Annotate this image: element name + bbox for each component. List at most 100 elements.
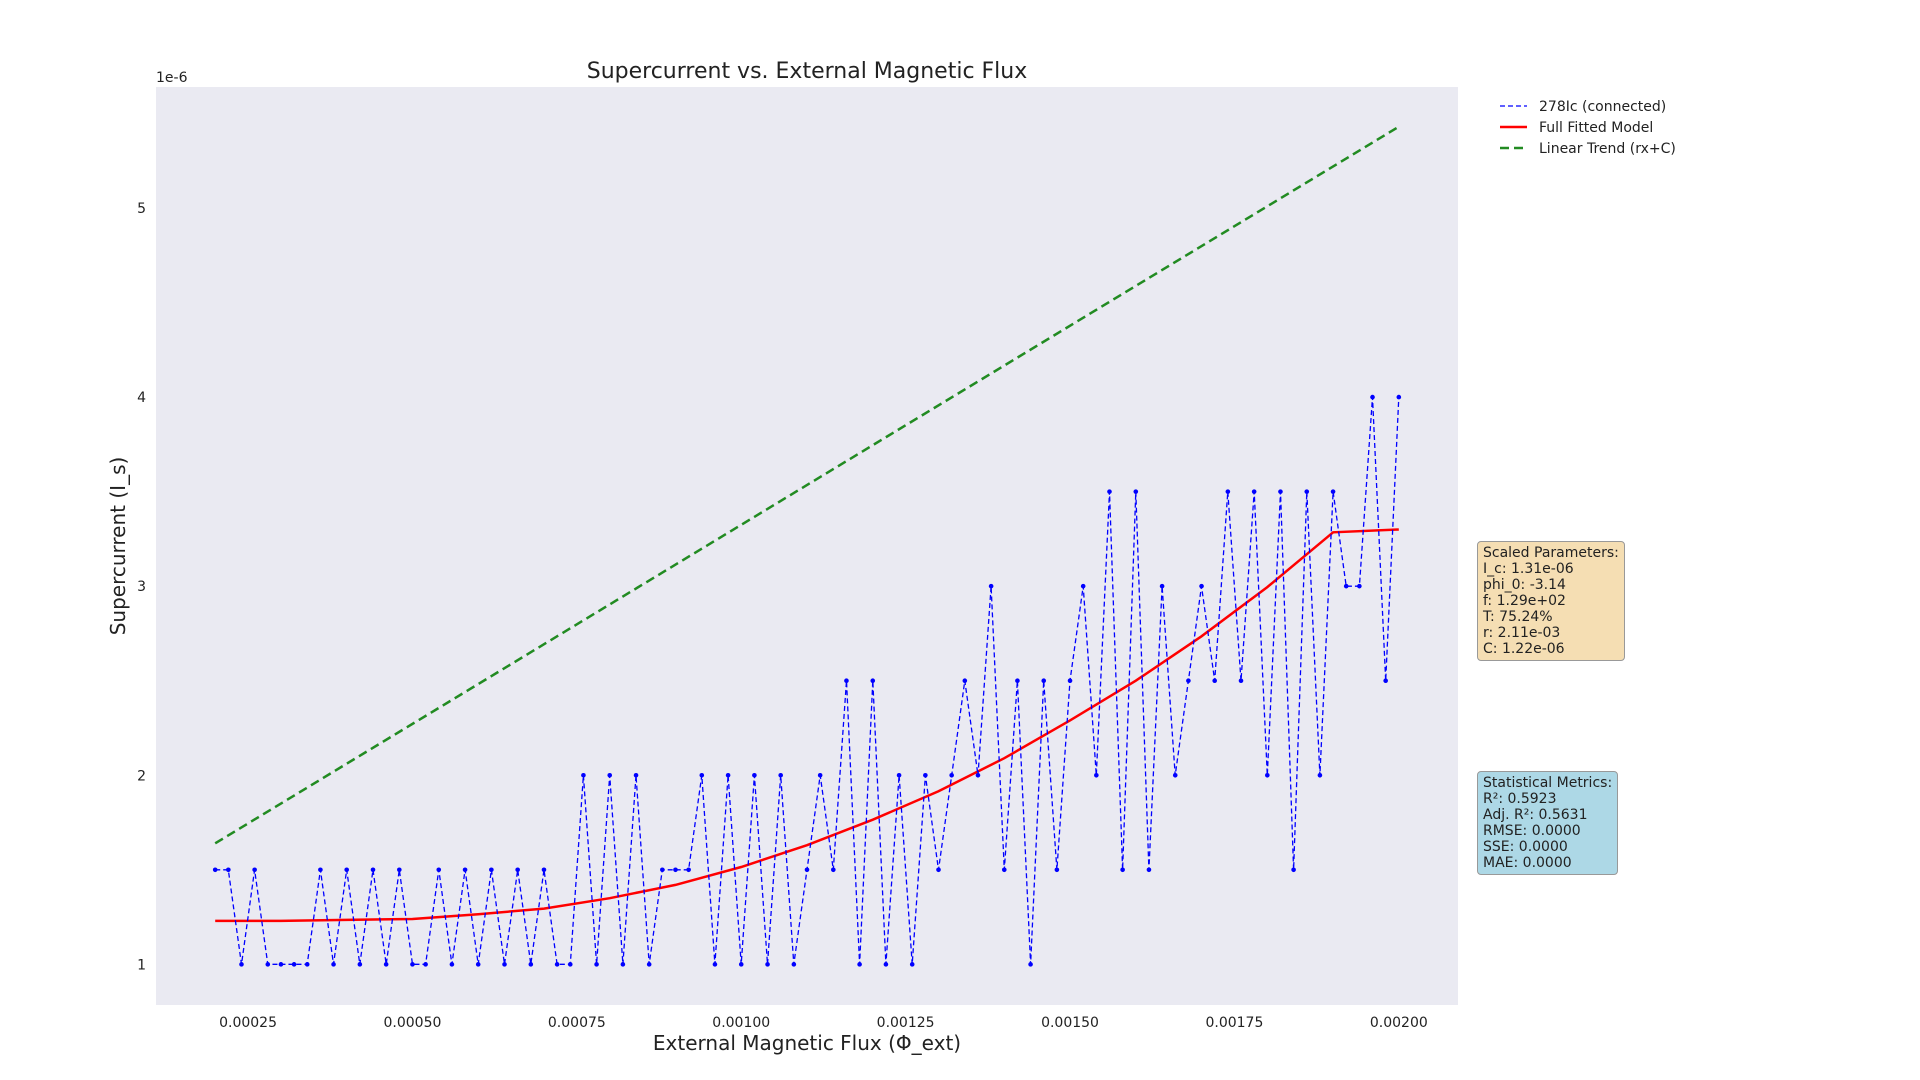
data-point (1054, 867, 1060, 873)
y-tick-label: 3 (137, 579, 146, 595)
data-point (515, 867, 520, 873)
x-axis-label: External Magnetic Flux (Φ_ext) (653, 1031, 961, 1055)
data-point (778, 772, 783, 778)
data-point (804, 867, 810, 873)
data-point (936, 867, 941, 873)
data-point (449, 962, 455, 967)
data-point (344, 867, 349, 873)
data-point (1001, 867, 1007, 873)
data-point (1107, 489, 1112, 494)
data-point (1133, 489, 1139, 494)
data-point (975, 772, 981, 778)
data-point (291, 962, 297, 967)
legend-label: Full Fitted Model (1539, 120, 1653, 136)
metrics-line: R²: 0.5923 (1483, 791, 1557, 807)
data-point (278, 962, 284, 967)
data-point (909, 962, 915, 967)
x-axis-ticks: 0.00025 0.00050 0.00075 0.00100 0.00125 0.001… (219, 1015, 1428, 1031)
data-point (318, 867, 323, 873)
metrics-line: SSE: 0.0000 (1483, 839, 1568, 855)
data-point (896, 772, 902, 778)
x-tick-label: 0.00050 (384, 1015, 442, 1031)
x-tick-label: 0.00075 (548, 1015, 606, 1031)
data-point (686, 867, 691, 873)
data-point (988, 583, 994, 589)
data-point (410, 962, 415, 967)
data-point (1159, 583, 1165, 589)
params-line: I_c: 1.31e-06 (1483, 561, 1574, 577)
data-point (1238, 678, 1244, 684)
data-point (1186, 678, 1191, 684)
data-point (660, 867, 665, 873)
metrics-line: Adj. R²: 0.5631 (1483, 807, 1588, 823)
data-point (725, 772, 731, 778)
metrics-line: RMSE: 0.0000 (1483, 823, 1581, 839)
data-point (752, 772, 757, 778)
y-axis-label: Supercurrent (I_s) (106, 457, 130, 636)
data-point (699, 772, 705, 778)
data-point (383, 962, 389, 967)
data-point (1146, 867, 1152, 873)
data-point (712, 962, 718, 967)
params-line: f: 1.29e+02 (1483, 593, 1566, 609)
data-point (1041, 678, 1047, 684)
data-point (1067, 678, 1073, 684)
data-point (1291, 867, 1296, 873)
y-axis-ticks: 1 2 3 4 5 (137, 201, 146, 973)
scaled-parameters-box: Scaled Parameters: I_c: 1.31e-06 phi_0: … (1477, 541, 1625, 661)
data-point (331, 962, 336, 967)
data-point (646, 962, 652, 967)
x-tick-label: 0.00025 (219, 1015, 277, 1031)
data-point (1225, 489, 1231, 494)
params-line: Scaled Parameters: (1483, 545, 1619, 561)
data-point (949, 772, 954, 778)
y-tick-label: 5 (137, 201, 146, 217)
data-point (791, 962, 797, 967)
data-point (1370, 394, 1375, 400)
y-tick-label: 2 (137, 768, 146, 784)
data-point (673, 867, 678, 873)
metrics-line: MAE: 0.0000 (1483, 855, 1572, 871)
data-point (594, 962, 599, 967)
data-point (304, 962, 310, 967)
data-point (357, 962, 363, 967)
data-point (475, 962, 481, 967)
data-point (1317, 772, 1323, 778)
data-point (239, 962, 244, 967)
data-point (1212, 678, 1217, 684)
data-point (462, 867, 468, 873)
data-point (397, 867, 402, 873)
data-point (528, 962, 534, 967)
data-point (1015, 678, 1020, 684)
data-point (844, 678, 849, 684)
data-point (1383, 678, 1388, 684)
x-tick-label: 0.00175 (1205, 1015, 1263, 1031)
data-point (541, 867, 547, 873)
data-point (857, 962, 862, 967)
data-point (1396, 394, 1402, 400)
data-point (1357, 583, 1362, 589)
data-point (1343, 583, 1349, 589)
y-offset-label: 1e-6 (156, 70, 188, 86)
data-point (870, 678, 876, 684)
data-point (633, 772, 639, 778)
data-point (620, 962, 626, 967)
legend-label: Linear Trend (rx+C) (1539, 141, 1676, 157)
data-point (1330, 489, 1336, 494)
statistical-metrics-box: Statistical Metrics: R²: 0.5923 Adj. R²:… (1477, 771, 1619, 875)
data-point (607, 772, 613, 778)
data-point (226, 867, 231, 873)
y-tick-label: 1 (137, 957, 146, 973)
x-tick-label: 0.00100 (712, 1015, 770, 1031)
data-point (581, 772, 586, 778)
metrics-line: Statistical Metrics: (1483, 775, 1613, 791)
params-line: C: 1.22e-06 (1483, 641, 1565, 657)
data-point (765, 962, 770, 967)
data-point (962, 678, 968, 684)
data-point (1199, 583, 1204, 589)
x-tick-label: 0.00125 (877, 1015, 935, 1031)
y-tick-label: 4 (137, 390, 146, 406)
data-point (831, 867, 836, 873)
chart-title: Supercurrent vs. External Magnetic Flux (587, 59, 1028, 84)
